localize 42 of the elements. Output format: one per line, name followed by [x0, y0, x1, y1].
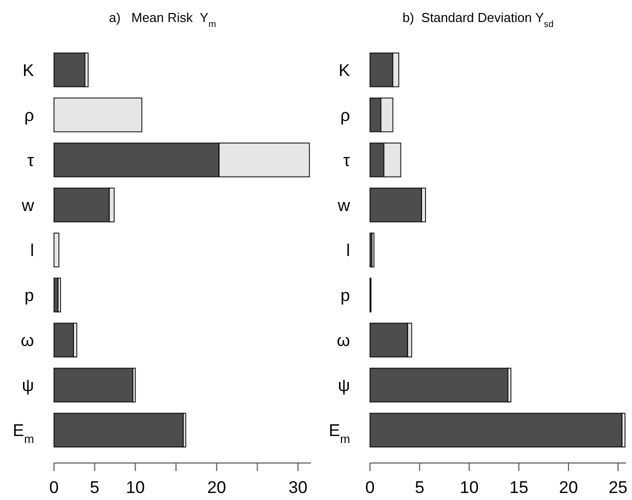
x-tick-label: 30: [288, 478, 308, 497]
bar: [370, 322, 408, 358]
bar: [54, 232, 60, 268]
y-tick-label: ω: [20, 331, 34, 350]
x-tick-label: 20: [207, 478, 226, 497]
bar: [370, 368, 508, 402]
chart-title: a) Mean Risk Y$_{m}$: [108, 10, 216, 29]
y-tick-label: E$_{m}$: [12, 421, 34, 446]
y-tick-label: ρ: [340, 106, 350, 125]
y-tick-label: l: [30, 241, 34, 260]
y-tick-label: w: [336, 196, 351, 215]
y-tick-label: ψ: [22, 376, 34, 396]
y-tick-label: ω: [336, 331, 350, 350]
y-tick-label: p: [24, 286, 34, 306]
y-tick-label: ψ: [338, 376, 350, 396]
x-tick-label: 10: [126, 478, 145, 497]
y-tick-label: ρ: [24, 106, 34, 125]
bar: [370, 412, 622, 448]
x-tick-label: 5: [414, 478, 424, 497]
x-tick-label: 10: [460, 478, 479, 497]
bar: [54, 368, 134, 402]
x-tick-label: 0: [365, 478, 375, 497]
x-tick-label: 5: [90, 478, 100, 497]
y-tick-label: K: [22, 60, 35, 80]
bar: [54, 52, 86, 88]
y-tick-label: p: [340, 286, 350, 306]
y-tick-label: τ: [27, 150, 34, 170]
bar: [370, 188, 422, 222]
y-tick-label: E$_{m}$: [328, 421, 350, 446]
bar: [54, 322, 74, 358]
x-tick-label: 20: [558, 478, 578, 497]
x-tick-label: 25: [608, 478, 628, 497]
y-tick-label: K: [338, 60, 351, 80]
bar: [54, 98, 142, 132]
chart-title: b) Standard Deviation Y$_{sd}$: [402, 10, 554, 29]
y-tick-label: τ: [343, 150, 350, 170]
bar: [54, 412, 184, 448]
y-tick-label: w: [20, 196, 35, 215]
y-tick-label: l: [346, 241, 350, 260]
x-tick-label: 0: [49, 478, 59, 497]
x-tick-label: 15: [509, 478, 528, 497]
bar: [58, 278, 61, 312]
